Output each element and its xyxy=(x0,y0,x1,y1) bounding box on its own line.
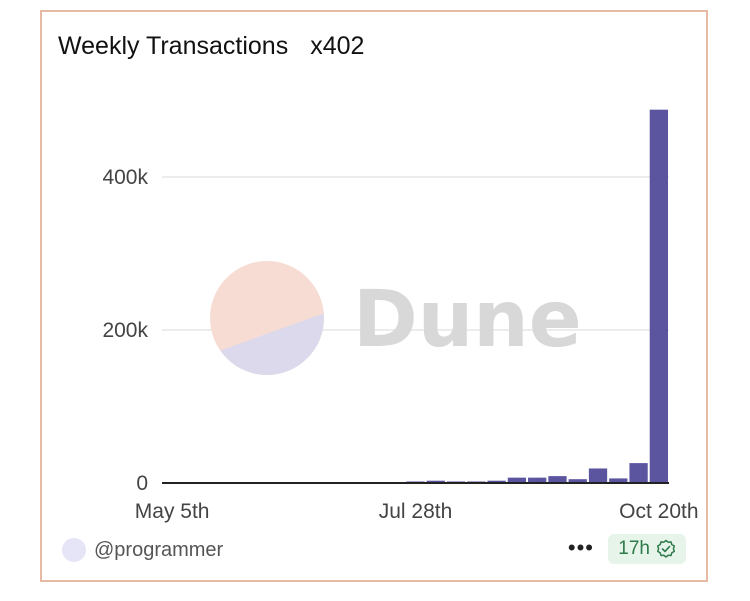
author[interactable]: @programmer xyxy=(62,538,223,562)
bar[interactable] xyxy=(609,478,628,483)
x-tick-label: Oct 20th xyxy=(619,500,698,523)
y-tick-label: 400k xyxy=(102,166,148,189)
x-tick-label: Jul 28th xyxy=(379,500,453,523)
chart-card: Weekly Transactions x402 Dune 0 200k 400k … xyxy=(40,10,708,582)
bar[interactable] xyxy=(507,477,527,483)
y-axis-labels: 0 200k 400k xyxy=(102,166,148,495)
card-header: Weekly Transactions x402 xyxy=(58,32,364,61)
dune-watermark: Dune xyxy=(210,261,582,375)
avatar xyxy=(62,538,86,562)
watermark-text: Dune xyxy=(353,275,582,365)
more-options-icon[interactable]: ••• xyxy=(567,535,594,560)
card-footer: @programmer ••• 17h xyxy=(62,534,686,566)
y-tick-label: 200k xyxy=(102,319,148,342)
bar[interactable] xyxy=(588,468,608,483)
bar[interactable] xyxy=(548,476,567,483)
freshness-text: 17h xyxy=(618,538,650,559)
verified-check-icon xyxy=(656,539,676,558)
y-tick-label: 0 xyxy=(136,472,148,495)
bar[interactable] xyxy=(568,479,587,484)
bar[interactable] xyxy=(487,480,506,483)
bar[interactable] xyxy=(528,477,547,483)
dune-logo-icon xyxy=(210,261,324,375)
bar[interactable] xyxy=(629,463,648,483)
chart-title: Weekly Transactions xyxy=(58,32,289,60)
bar[interactable] xyxy=(426,480,445,483)
x-axis-labels: May 5th Jul 28th Oct 20th xyxy=(135,500,699,523)
bar[interactable] xyxy=(649,109,668,484)
chart-subtitle: x402 xyxy=(310,32,365,60)
bar-chart: Dune 0 200k 400k May 5th Jul 28th Oct 20th xyxy=(102,109,699,523)
author-handle[interactable]: @programmer xyxy=(94,538,224,561)
freshness-badge[interactable]: 17h xyxy=(608,534,686,564)
x-tick-label: May 5th xyxy=(135,500,210,523)
